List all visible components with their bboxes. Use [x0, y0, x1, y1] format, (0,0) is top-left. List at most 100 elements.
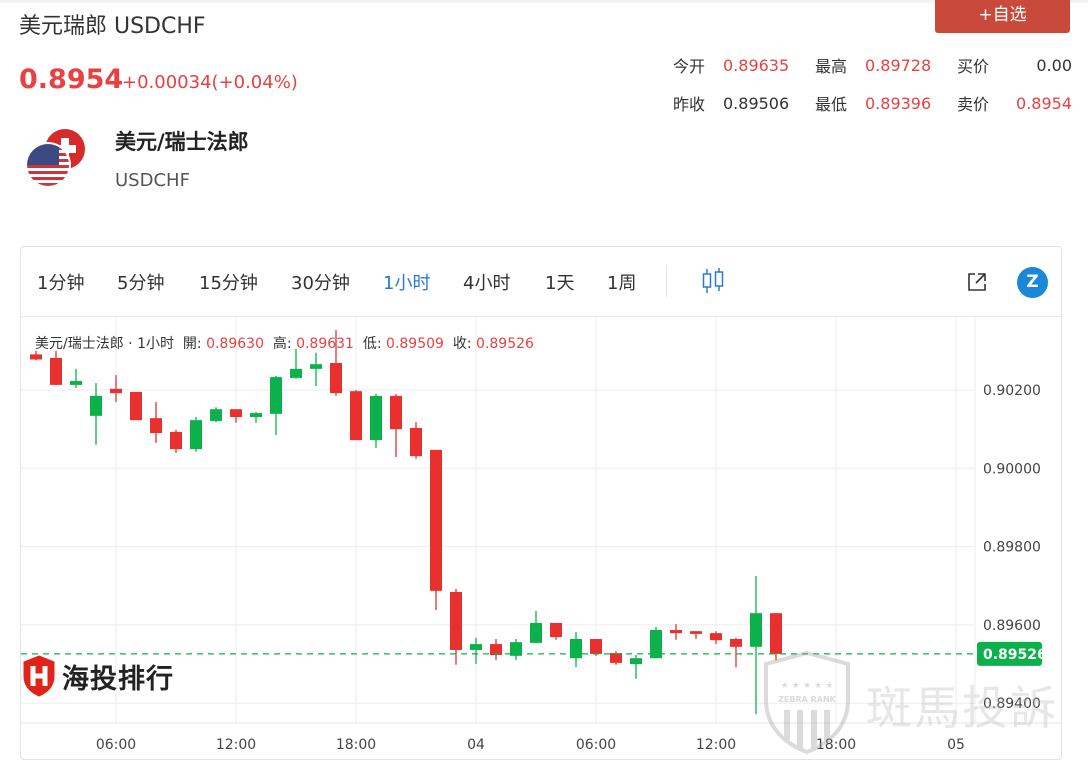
- haitou-text: 海投排行: [62, 663, 174, 695]
- x-tick-label: 18:00: [816, 737, 856, 753]
- zebra-text: 斑馬投訴: [866, 681, 1058, 735]
- x-tick-label: 12:00: [216, 737, 256, 753]
- page-title: 美元瑞郎 USDCHF: [19, 14, 206, 39]
- candle-body: [650, 629, 662, 659]
- chart-toolbar: 1分钟 5分钟 15分钟 30分钟 1小时 4小时 1天 1周 Z: [21, 247, 1061, 317]
- ask-value: 0.8954: [1016, 93, 1072, 113]
- last-price-label: 0.89526: [983, 647, 1047, 663]
- candle-body: [470, 644, 482, 650]
- timeframe-1h[interactable]: 1小时: [383, 273, 431, 294]
- candle-body: [150, 418, 162, 434]
- zebra-badge-text: ZEBRA RANK: [778, 695, 837, 704]
- candle-body: [610, 653, 622, 663]
- candle-body: [30, 354, 42, 360]
- shield-h-icon: [23, 655, 55, 697]
- timeframe-15m[interactable]: 15分钟: [199, 273, 258, 294]
- bid-label: 买价: [957, 57, 990, 76]
- haitou-watermark: 海投排行: [22, 654, 174, 698]
- candle-body: [690, 631, 702, 634]
- zebra-watermark: ★ ★ ★ ★ ★ ZEBRA RANK 斑馬投訴: [762, 650, 1056, 759]
- stats-row: 今开 0.89635 最高 0.89728 买价 0.00: [673, 46, 1072, 84]
- candle-body: [670, 629, 682, 634]
- high-value: 0.89728: [865, 55, 932, 75]
- candle-body: [710, 633, 722, 641]
- ask-label: 卖价: [957, 95, 990, 114]
- bid-value: 0.00: [1036, 55, 1072, 75]
- zebra-shield-icon: ★ ★ ★ ★ ★ ZEBRA RANK: [764, 650, 850, 755]
- timeframe-1d[interactable]: 1天: [545, 273, 575, 294]
- svg-text:★ ★ ★ ★ ★: ★ ★ ★ ★ ★: [781, 681, 834, 691]
- top-divider: [0, 0, 1088, 3]
- open-value: 0.89635: [723, 55, 790, 75]
- x-tick-label: 04: [467, 737, 485, 753]
- candle-body: [70, 380, 82, 385]
- x-tick-label: 18:00: [336, 737, 376, 753]
- prev-close-label: 昨收: [673, 95, 706, 114]
- timeframe-30m[interactable]: 30分钟: [291, 273, 350, 294]
- candle-body: [270, 377, 282, 414]
- candle-body: [290, 368, 302, 378]
- price-change: +0.00034(+0.04%): [122, 72, 298, 93]
- low-label: 最低: [815, 95, 848, 114]
- candle-body: [230, 409, 242, 418]
- pair-code: USDCHF: [115, 170, 190, 191]
- legend-low-label: 低:: [362, 336, 382, 352]
- candle-body: [370, 395, 382, 441]
- candle-body: [310, 364, 322, 369]
- candlestick-icon[interactable]: [701, 267, 725, 295]
- candle-body: [750, 613, 762, 647]
- last-price-badge: [977, 641, 1042, 666]
- candle-body: [130, 391, 142, 421]
- toolbar-divider: [666, 265, 667, 297]
- timeframe-1w[interactable]: 1周: [607, 273, 637, 294]
- x-tick-label: 06:00: [96, 737, 136, 753]
- usd-chf-flags-icon: [25, 127, 87, 188]
- legend-low: 0.89509: [386, 336, 444, 352]
- add-watchlist-button[interactable]: +自选: [935, 0, 1070, 33]
- candle-body: [570, 638, 582, 659]
- chart-legend: 美元/瑞士法郎 · 1小时 開: 0.89630 高: 0.89631 低: 0…: [35, 333, 534, 353]
- candle-body: [550, 622, 562, 638]
- candle-body: [530, 622, 542, 643]
- x-tick-label: 06:00: [576, 737, 616, 753]
- legend-high-label: 高:: [272, 336, 292, 352]
- legend-close-label: 收:: [452, 336, 472, 352]
- candle-body: [170, 431, 182, 450]
- candle-body: [430, 449, 442, 591]
- y-tick-label: 0.90200: [983, 383, 1041, 399]
- candle-body: [590, 638, 602, 654]
- timeframe-1m[interactable]: 1分钟: [37, 273, 85, 294]
- y-tick-label: 0.89600: [983, 618, 1041, 634]
- candle-body: [250, 413, 262, 418]
- candle-body: [630, 658, 642, 665]
- legend-open-label: 開:: [182, 336, 202, 352]
- y-tick-label: 0.90000: [983, 461, 1041, 477]
- candle-body: [190, 420, 202, 450]
- zebra-logo-icon[interactable]: Z: [1017, 267, 1048, 298]
- high-label: 最高: [815, 57, 848, 76]
- low-value: 0.89396: [865, 93, 932, 113]
- candle-body: [490, 644, 502, 656]
- candle-body: [730, 638, 742, 647]
- external-link-icon[interactable]: [966, 271, 988, 293]
- legend-open: 0.89630: [206, 336, 264, 352]
- y-tick-label: 0.89400: [983, 696, 1041, 712]
- candle-body: [330, 362, 342, 394]
- quote-stats: 今开 0.89635 最高 0.89728 买价 0.00 昨收 0.89506 最低 0…: [673, 46, 1072, 122]
- chart-panel: 1分钟 5分钟 15分钟 30分钟 1小时 4小时 1天 1周 Z: [20, 246, 1062, 760]
- legend-high: 0.89631: [296, 336, 354, 352]
- timeframe-4h[interactable]: 4小时: [463, 273, 511, 294]
- y-tick-label: 0.89800: [983, 540, 1041, 556]
- candle-body: [90, 395, 102, 416]
- candle-body: [770, 613, 782, 654]
- candle-body: [50, 357, 62, 385]
- legend-close: 0.89526: [476, 336, 534, 352]
- legend-interval: 1小时: [137, 336, 174, 352]
- candle-body: [450, 592, 462, 650]
- timeframe-5m[interactable]: 5分钟: [117, 273, 165, 294]
- x-tick-label: 12:00: [696, 737, 736, 753]
- candle-body: [110, 388, 122, 394]
- candle-body: [210, 409, 222, 421]
- x-tick-label: 05: [947, 737, 965, 753]
